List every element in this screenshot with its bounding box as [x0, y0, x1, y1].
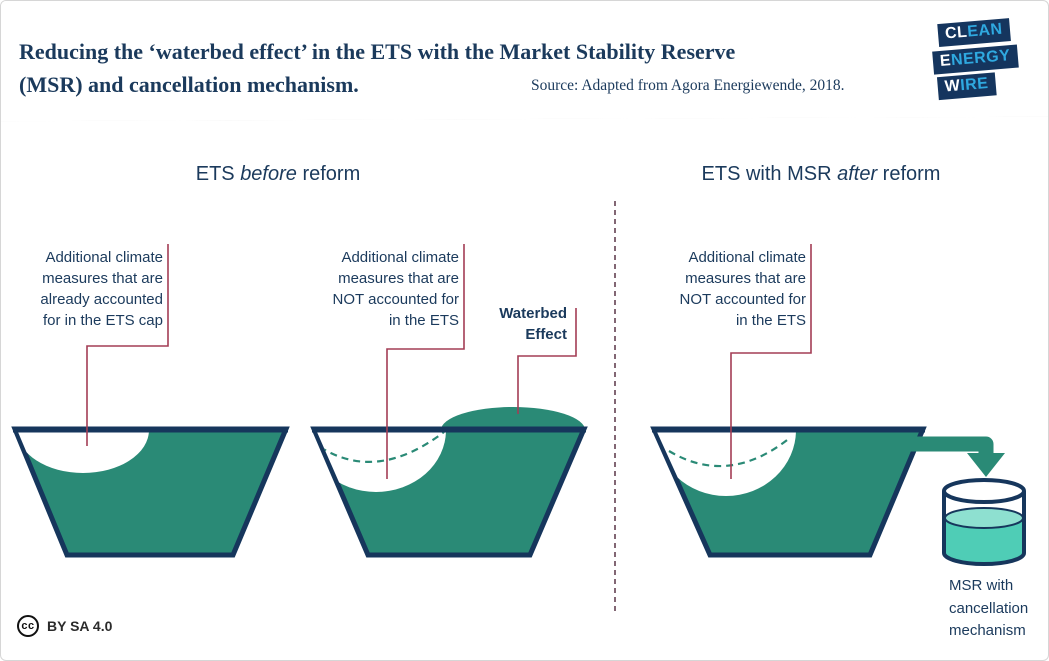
- after-title-em: after: [837, 163, 878, 185]
- tub1-water-bite: [18, 432, 149, 473]
- logo-clean-accent: EAN: [967, 20, 1004, 41]
- tub-after-reform: [650, 426, 927, 558]
- msr-beaker: [942, 478, 1026, 566]
- section-title-after-reform: ETS with MSR after reform: [671, 163, 971, 186]
- before-title-pre: ETS: [195, 163, 241, 185]
- pipe: [861, 436, 994, 454]
- beaker-rim-outline: [942, 478, 1026, 504]
- title-line-1: Reducing the ‘waterbed effect’ in the ET…: [19, 39, 736, 64]
- tub3-previous-level-dashed-arc: [668, 436, 792, 468]
- label-accounted-measures: Additional climate measures that are alr…: [40, 249, 163, 329]
- label-waterbed-effect: Waterbed Effect: [499, 305, 567, 343]
- creative-commons-icon: cc: [17, 615, 39, 637]
- label-msr-cancellation: MSR with cancellation mechanism: [949, 577, 1029, 639]
- tub2-previous-level-dashed-arc: [319, 432, 445, 463]
- leader-tub3: [730, 244, 812, 479]
- before-title-post: reform: [296, 163, 361, 185]
- tub-accounted-measures: [11, 426, 290, 558]
- msr-outflow-arrow: [861, 436, 1005, 477]
- license-text: BY SA 4.0: [47, 618, 113, 634]
- after-title-post: reform: [877, 163, 941, 185]
- leader-waterbed: [517, 308, 577, 414]
- tub3-water-bite: [657, 432, 796, 496]
- label-not-accounted-measures-after: Additional climate measures that are NOT…: [679, 249, 806, 329]
- source-attribution: Source: Adapted from Agora Energiewende,…: [531, 77, 845, 94]
- tub-waterbed-effect: [310, 407, 588, 558]
- before-title-em: before: [240, 163, 297, 185]
- arrowhead-down-icon: [967, 453, 1005, 477]
- logo-row-clean: CLEAN: [937, 18, 1011, 47]
- beaker-body-outline: [942, 491, 1026, 566]
- tub2-water-bite: [317, 432, 446, 492]
- beaker-liquid: [945, 518, 1023, 563]
- leader-lines: [86, 244, 812, 479]
- license-badge: cc BY SA 4.0: [17, 615, 112, 637]
- title-line-2: (MSR) and cancellation mechanism.: [19, 72, 359, 97]
- logo-energy-accent: NERGY: [950, 46, 1012, 69]
- section-title-before-reform: ETS before reform: [128, 163, 428, 186]
- after-title-pre: ETS with MSR: [701, 163, 838, 185]
- logo-wire-accent: IRE: [960, 75, 990, 95]
- waterbed-bump: [441, 407, 585, 430]
- beaker-liquid-surface: [944, 507, 1024, 529]
- logo-row-wire: WIRE: [937, 72, 997, 100]
- label-not-accounted-measures-before: Additional climate measures that are NOT…: [332, 249, 459, 329]
- clean-energy-wire-logo: CLEAN ENERGY WIRE: [922, 9, 1032, 111]
- leader-tub2: [386, 244, 465, 479]
- logo-clean-white: CL: [944, 23, 969, 43]
- infographic-title: Reducing the ‘waterbed effect’ in the ET…: [19, 35, 735, 101]
- leader-tub1: [86, 244, 169, 446]
- logo-row-energy: ENERGY: [932, 44, 1019, 74]
